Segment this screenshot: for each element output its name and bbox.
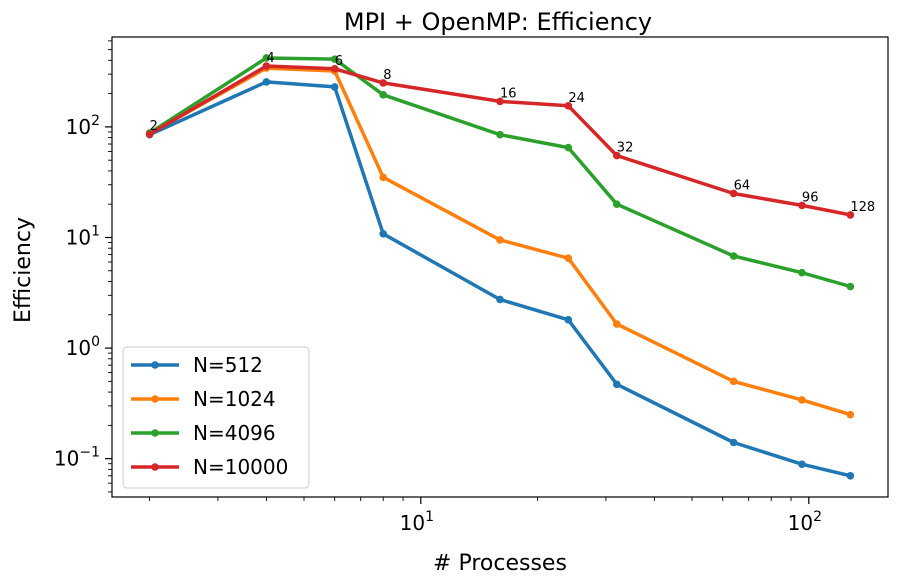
x-tick-label: 102 bbox=[788, 509, 822, 535]
data-point bbox=[496, 236, 504, 244]
data-point bbox=[262, 62, 271, 70]
data-point bbox=[564, 143, 573, 152]
data-point bbox=[379, 173, 388, 182]
data-point bbox=[612, 320, 621, 328]
y-tick-label: 101 bbox=[66, 223, 100, 249]
series-n-4096 bbox=[145, 54, 855, 291]
series-n-10000 bbox=[145, 62, 855, 219]
point-label: 16 bbox=[500, 86, 517, 101]
chart-title: MPI + OpenMP: Efficiency bbox=[344, 8, 652, 36]
series-layer bbox=[145, 54, 855, 480]
data-point bbox=[729, 377, 738, 386]
series-line bbox=[148, 64, 851, 217]
point-label: 24 bbox=[568, 91, 585, 106]
legend-label: N=10000 bbox=[193, 455, 288, 479]
point-label: 8 bbox=[383, 68, 391, 83]
data-point bbox=[564, 254, 573, 262]
data-point bbox=[729, 189, 738, 198]
data-point bbox=[496, 130, 504, 139]
series-n-512 bbox=[145, 78, 855, 480]
legend-label: N=1024 bbox=[193, 387, 276, 411]
data-point bbox=[846, 282, 855, 291]
y-tick-label: 100 bbox=[66, 334, 100, 360]
legend-box bbox=[122, 346, 310, 489]
series-line bbox=[148, 80, 851, 478]
data-point bbox=[612, 380, 621, 389]
ticks-layer: 101 102 10−1 100 101 102 bbox=[54, 40, 822, 535]
data-point bbox=[262, 78, 271, 86]
data-point bbox=[798, 460, 806, 469]
data-point bbox=[379, 79, 388, 87]
legend-marker bbox=[151, 463, 159, 471]
point-label: 2 bbox=[150, 119, 158, 134]
legend-marker bbox=[151, 395, 159, 403]
legend: N=512 N=1024 N=4096 N=10000 bbox=[122, 346, 310, 489]
series-line bbox=[148, 56, 851, 289]
y-tick-label: 10−1 bbox=[54, 445, 100, 471]
data-point bbox=[798, 201, 806, 210]
data-point bbox=[379, 91, 388, 99]
x-tick-label: 101 bbox=[400, 509, 434, 535]
data-point bbox=[612, 200, 621, 208]
data-point bbox=[330, 55, 339, 63]
y-axis-label: Efficiency bbox=[11, 217, 36, 323]
data-point bbox=[612, 151, 621, 160]
data-point bbox=[846, 471, 855, 480]
data-point bbox=[379, 229, 388, 238]
data-point bbox=[564, 316, 573, 324]
point-label: 32 bbox=[617, 141, 634, 156]
data-point bbox=[262, 54, 271, 62]
legend-label: N=4096 bbox=[193, 421, 276, 445]
data-point bbox=[729, 252, 738, 260]
point-label: 64 bbox=[734, 178, 751, 193]
data-point bbox=[330, 65, 339, 73]
data-point bbox=[846, 211, 855, 219]
plot-area bbox=[111, 36, 889, 498]
point-label: 6 bbox=[335, 54, 343, 69]
y-tick-label: 102 bbox=[66, 113, 100, 139]
x-axis-label: # Processes bbox=[433, 551, 567, 576]
data-point bbox=[729, 438, 738, 447]
series-line bbox=[148, 66, 851, 417]
data-point bbox=[846, 410, 855, 419]
legend-marker bbox=[151, 361, 159, 369]
point-label: 128 bbox=[850, 200, 875, 215]
data-point bbox=[496, 295, 504, 304]
point-label: 4 bbox=[266, 51, 274, 66]
legend-marker bbox=[151, 429, 159, 437]
data-point bbox=[330, 83, 339, 91]
data-point bbox=[496, 97, 504, 106]
legend-label: N=512 bbox=[193, 353, 263, 377]
data-point bbox=[798, 268, 806, 277]
data-point bbox=[145, 130, 154, 138]
point-label: 96 bbox=[802, 190, 819, 205]
data-point bbox=[564, 102, 573, 110]
data-point bbox=[798, 396, 806, 404]
